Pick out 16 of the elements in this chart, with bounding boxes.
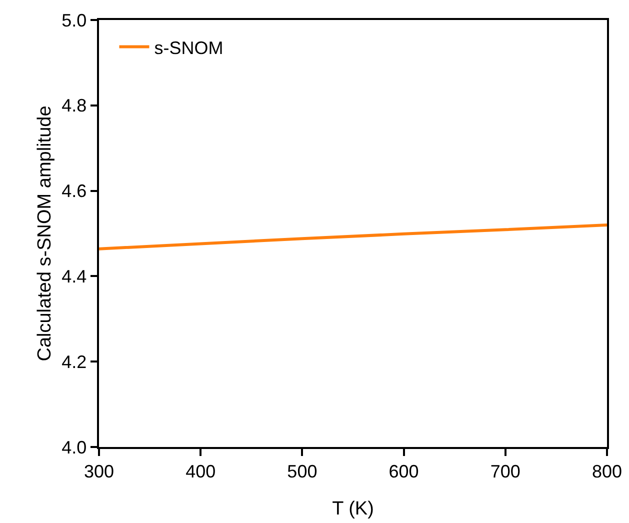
y-tick-label: 4.4 bbox=[62, 266, 87, 286]
x-tick-label: 400 bbox=[186, 461, 216, 482]
legend-label: s-SNOM bbox=[154, 38, 224, 58]
x-tick-label: 700 bbox=[490, 461, 520, 482]
line-series bbox=[99, 223, 607, 250]
x-tick-label: 800 bbox=[592, 461, 622, 482]
y-tick-label: 4.6 bbox=[62, 181, 87, 202]
x-tick-label: 600 bbox=[388, 461, 419, 482]
x-tick-label: 500 bbox=[287, 461, 318, 482]
y-tick-label: 4.0 bbox=[62, 437, 87, 458]
y-tick-label: 4.8 bbox=[62, 96, 87, 116]
y-tick-label: 4.2 bbox=[62, 352, 87, 372]
x-tick-label: 300 bbox=[84, 461, 114, 482]
y-axis-title: Calculated s-SNOM amplitude bbox=[34, 106, 56, 362]
y-tick-label: 5.0 bbox=[62, 10, 87, 30]
x-axis-title: T (K) bbox=[332, 498, 374, 520]
